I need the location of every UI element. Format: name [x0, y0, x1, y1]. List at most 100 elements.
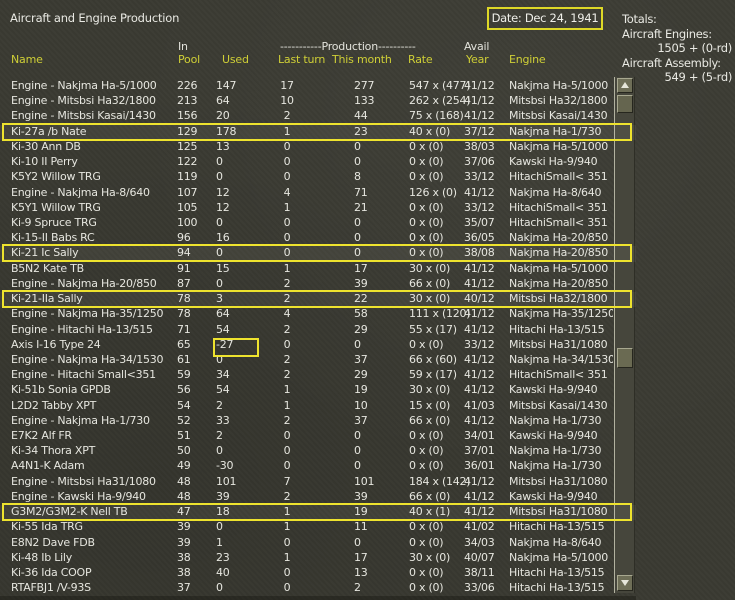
- col-header-name: Name: [11, 53, 43, 66]
- table-row[interactable]: B5N2 Kate TB 91 15 1 17 30 x (0) 41/12 N…: [0, 262, 636, 277]
- scroll-thumb[interactable]: [617, 95, 633, 113]
- cell-last-turn: 1: [283, 124, 291, 138]
- cell-used: 2: [216, 398, 223, 412]
- table-row[interactable]: E8N2 Dave FDB 39 1 0 0 0 x (0) 34/03 Nak…: [0, 536, 636, 551]
- cell-avail-year: 35/07: [464, 215, 495, 229]
- table-row[interactable]: Ki-36 Ida COOP 38 40 0 13 0 x (0) 38/11 …: [0, 566, 636, 581]
- cell-last-turn: 0: [283, 215, 291, 229]
- cell-rate: 262 x (254): [409, 94, 471, 108]
- table-row[interactable]: Ki-48 Ib Lily 38 23 1 17 30 x (0) 40/07 …: [0, 551, 636, 566]
- cell-pool: 61: [177, 352, 191, 366]
- table-row[interactable]: Engine - Hitachi Small<351 59 34 2 29 59…: [0, 368, 636, 383]
- cell-used: 0: [216, 246, 223, 260]
- table-row[interactable]: L2D2 Tabby XPT 54 2 1 10 15 x (0) 41/03 …: [0, 399, 636, 414]
- table-row[interactable]: Ki-21 Ic Sally 94 0 0 0 0 x (0) 38/08 Na…: [0, 244, 636, 263]
- cell-this-month: 0: [354, 337, 361, 351]
- cell-engine: Mitsbsi Kasai/1430: [509, 109, 608, 123]
- table-row[interactable]: Engine - Kawski Ha-9/940 48 39 2 39 66 x…: [0, 490, 636, 505]
- cell-used: 1: [216, 535, 223, 549]
- table-row[interactable]: Ki-55 Ida TRG 39 0 1 11 0 x (0) 41/02 Hi…: [0, 520, 636, 535]
- cell-engine: Mitsbsi Ha32/1800: [509, 292, 608, 306]
- table-row[interactable]: Engine - Nakjma Ha-8/640 107 12 4 71 126…: [0, 186, 636, 201]
- cell-engine: Nakjma Ha-8/640: [509, 535, 602, 549]
- cell-this-month: 2: [354, 581, 361, 595]
- col-header-used: Used: [222, 53, 249, 66]
- cell-rate: 66 x (0): [409, 489, 451, 503]
- cell-last-turn: 1: [283, 398, 291, 412]
- scrollbar[interactable]: [614, 77, 635, 593]
- cell-this-month: 101: [354, 474, 375, 488]
- table-row[interactable]: Engine - Mitsbsi Ha32/1800 213 64 10 133…: [0, 94, 636, 109]
- table-row[interactable]: Engine - Hitachi Ha-13/515 71 54 2 29 55…: [0, 323, 636, 338]
- table-row[interactable]: E7K2 Alf FR 51 2 0 0 0 x (0) 34/01 Kawsk…: [0, 429, 636, 444]
- cell-avail-year: 38/11: [464, 566, 495, 579]
- table-row[interactable]: Engine - Nakjma Ha-35/1250 78 64 4 58 11…: [0, 307, 636, 322]
- cell-rate: 40 x (0): [409, 124, 451, 138]
- cell-last-turn: 0: [283, 139, 291, 153]
- cell-rate: 0 x (0): [409, 139, 444, 153]
- cell-engine: Nakjma Ha-34/1530: [509, 352, 613, 366]
- cell-used: 13: [216, 139, 230, 153]
- cell-pool: 48: [177, 474, 191, 488]
- cell-avail-year: 41/03: [464, 398, 495, 412]
- table-row[interactable]: RTAFBJ1 /V-93S 37 0 0 2 0 x (0) 33/06 Hi…: [0, 581, 636, 596]
- table-row[interactable]: Engine - Mitsbsi Ha31/1080 48 101 7 101 …: [0, 475, 636, 490]
- table-row[interactable]: Engine - Nakjma Ha-34/1530 61 0 2 37 66 …: [0, 353, 636, 368]
- cell-used: 0: [216, 520, 223, 534]
- cell-used: 64: [216, 307, 230, 321]
- totals-panel: Totals: Aircraft Engines: 1505 + (0-rd) …: [622, 12, 732, 85]
- table-row[interactable]: Ki-30 Ann DB 125 13 0 0 0 x (0) 38/03 Na…: [0, 140, 636, 155]
- cell-last-turn: 7: [283, 474, 291, 488]
- cell-name: Engine - Nakjma Ha-34/1530: [11, 352, 164, 366]
- table-bottom-edge: [0, 596, 636, 600]
- table-row[interactable]: Ki-15-II Babs RC 96 16 0 0 0 x (0) 36/05…: [0, 231, 636, 246]
- table-row[interactable]: G3M2/G3M2-K Nell TB 47 18 1 19 40 x (1) …: [0, 503, 636, 522]
- cell-last-turn: 0: [283, 444, 291, 458]
- scroll-up-button[interactable]: [617, 78, 633, 93]
- cell-this-month: 0: [354, 155, 361, 169]
- table-row[interactable]: A4N1-K Adam 49 -30 0 0 0 x (0) 36/01 Nak…: [0, 459, 636, 474]
- table-row[interactable]: Ki-34 Thora XPT 50 0 0 0 0 x (0) 37/01 N…: [0, 444, 636, 459]
- table-row[interactable]: Engine - Nakjma Ha-20/850 87 0 2 39 66 x…: [0, 277, 636, 292]
- cell-name: Ki-21 Ic Sally: [11, 246, 79, 260]
- cell-this-month: 23: [354, 124, 368, 138]
- cell-name: Ki-36 Ida COOP: [11, 566, 92, 579]
- scroll-down-button[interactable]: [617, 575, 633, 591]
- cell-avail-year: 41/12: [464, 413, 495, 427]
- col-header-pool: Pool: [178, 53, 200, 66]
- table-row[interactable]: Engine - Nakjma Ha-1/730 52 33 2 37 66 x…: [0, 414, 636, 429]
- totals-engines-label: Aircraft Engines:: [622, 26, 712, 41]
- cell-name: Engine - Mitsbsi Ha31/1080: [11, 474, 156, 488]
- table-row[interactable]: Engine - Nakjma Ha-5/1000 226 147 17 277…: [0, 79, 636, 94]
- table-row[interactable]: Engine - Mitsbsi Kasai/1430 156 20 2 44 …: [0, 109, 636, 124]
- cell-last-turn: 0: [283, 581, 291, 595]
- table-row[interactable]: K5Y1 Willow TRG 105 12 1 21 0 x (0) 33/1…: [0, 201, 636, 216]
- table-row[interactable]: Ki-27a /b Nate 129 178 1 23 40 x (0) 37/…: [0, 122, 636, 141]
- cell-engine: Nakjma Ha-5/1000: [509, 139, 609, 153]
- cell-pool: 56: [177, 383, 191, 397]
- cell-used: 34: [216, 368, 230, 382]
- cell-avail-year: 37/01: [464, 444, 495, 458]
- cell-used: 12: [216, 200, 230, 214]
- table-row[interactable]: K5Y2 Willow TRG 119 0 0 8 0 x (0) 33/12 …: [0, 170, 636, 185]
- table-row[interactable]: Ki-9 Spruce TRG 100 0 0 0 0 x (0) 35/07 …: [0, 216, 636, 231]
- cell-engine: Nakjma Ha-1/730: [509, 459, 602, 473]
- cell-last-turn: 4: [283, 307, 291, 321]
- scroll-marker[interactable]: [617, 348, 633, 368]
- table-row[interactable]: Ki-51b Sonia GPDB 56 54 1 19 30 x (0) 41…: [0, 383, 636, 398]
- col-header-last-turn: Last turn: [278, 53, 326, 66]
- cell-this-month: 0: [354, 215, 361, 229]
- table-row[interactable]: Ki-21-IIa Sally 78 3 2 22 30 x (0) 40/12…: [0, 290, 636, 309]
- cell-avail-year: 37/12: [464, 124, 495, 138]
- cell-this-month: 10: [354, 398, 368, 412]
- cell-rate: 40 x (1): [409, 505, 451, 519]
- table-row[interactable]: Axis I-16 Type 24 65 -27 0 0 0 x (0) 33/…: [0, 337, 636, 357]
- cell-name: Ki-15-II Babs RC: [11, 231, 95, 245]
- cell-pool: 156: [177, 109, 198, 123]
- cell-used: 23: [216, 550, 230, 564]
- cell-avail-year: 33/12: [464, 337, 495, 351]
- cell-rate: 30 x (0): [409, 261, 451, 275]
- table-row[interactable]: Ki-10 II Perry 122 0 0 0 0 x (0) 37/06 K…: [0, 155, 636, 170]
- cell-engine: Mitsbsi Ha31/1080: [509, 337, 608, 351]
